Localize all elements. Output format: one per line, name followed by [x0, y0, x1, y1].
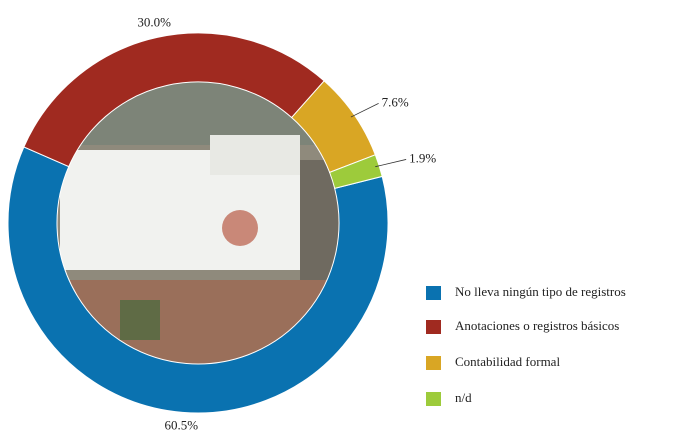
- legend-label: No lleva ningún tipo de registros: [455, 284, 626, 299]
- leader-line: [375, 159, 407, 168]
- value-label: 7.6%: [382, 94, 409, 109]
- legend-label: Anotaciones o registros básicos: [455, 318, 619, 333]
- legend-swatch: [426, 392, 441, 406]
- donut-segment: [7, 146, 389, 414]
- legend-swatch: [426, 356, 441, 370]
- legend-swatch: [426, 286, 441, 300]
- legend-label: n/d: [455, 390, 472, 405]
- value-label: 1.9%: [409, 150, 436, 165]
- value-label: 30.0%: [137, 15, 171, 30]
- legend-swatch: [426, 320, 441, 334]
- value-label: 60.5%: [164, 417, 198, 432]
- donut-segment: [328, 154, 383, 190]
- donut-segment: [23, 32, 325, 168]
- legend-label: Contabilidad formal: [455, 354, 560, 369]
- leader-line: [350, 103, 379, 118]
